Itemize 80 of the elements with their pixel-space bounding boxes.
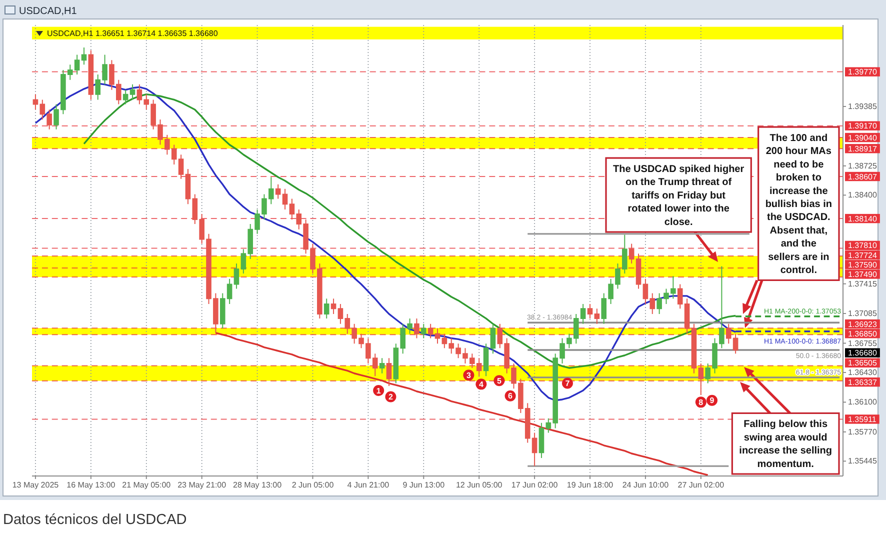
annotation: 1 — [376, 386, 382, 396]
candlestick — [691, 323, 697, 374]
chart-title: USDCAD,H1 — [19, 6, 78, 17]
candlestick — [130, 84, 136, 100]
y-tick-label: 1.35445 — [848, 456, 878, 466]
x-tick-label: 12 Jun 05:00 — [456, 480, 503, 490]
candlestick — [594, 308, 600, 324]
text: The 100 and 200 hour MAs need to be broken to increase the bullish bias in the USDCAD. Absent that, and the sellers are in control. — [765, 133, 832, 276]
candlestick — [490, 323, 496, 354]
ref-line-label: 1.37810 — [848, 241, 878, 250]
annotation: 2 — [388, 392, 394, 402]
ref-line-label: 1.39770 — [848, 68, 878, 77]
annotation: The USDCAD spiked higher on the Trump threat of tariffs on Friday but rotated lower into the close. — [613, 164, 744, 228]
text: Datos técnicos del USDCAD — [3, 512, 187, 528]
y-tick-label: 1.36100 — [848, 398, 878, 407]
x-tick-label: 23 May 21:00 — [178, 480, 227, 490]
candlestick — [483, 343, 489, 377]
candlestick — [234, 263, 240, 290]
annotation: 8 — [698, 398, 704, 407]
annotation: 3 — [466, 370, 472, 380]
candlestick — [428, 323, 434, 339]
x-tick-label: 9 Jun 13:00 — [402, 480, 446, 490]
candlestick — [628, 243, 634, 264]
x-tick-label: 16 May 13:00 — [66, 480, 116, 490]
annotation: 7 — [565, 379, 570, 388]
y-tick-label: 1.37415 — [848, 279, 878, 288]
candlestick — [538, 422, 544, 458]
y-tick-label: 1.36430 — [848, 368, 878, 378]
x-tick-label: 28 May 13:00 — [233, 480, 282, 490]
candlestick — [379, 358, 385, 374]
ref-line-label: 1.38607 — [848, 172, 878, 182]
candlestick — [81, 47, 87, 66]
y-tick-label: 1.35770 — [848, 427, 878, 436]
candlestick — [88, 50, 94, 100]
candlestick — [636, 253, 642, 290]
x-tick-label: 2 Jun 05:00 — [292, 480, 334, 490]
annotation: 5 — [496, 376, 502, 386]
candlestick — [434, 328, 440, 344]
annotation: 6 — [508, 392, 514, 401]
ref-line-label: 1.37724 — [848, 250, 878, 260]
candlestick — [698, 362, 704, 396]
y-tick-label: 1.39385 — [848, 102, 878, 112]
candlestick — [386, 358, 392, 386]
candlestick — [178, 154, 184, 180]
x-tick-label: 19 Jun 18:00 — [566, 480, 614, 490]
candlestick — [282, 188, 288, 210]
line-series — [214, 332, 709, 476]
x-tick-label: 27 Jun 02:00 — [678, 480, 725, 490]
ref-line-label: 1.36850 — [848, 329, 878, 338]
ref-line-label: 1.39170 — [848, 122, 878, 131]
ref-line-label: 1.39040 — [848, 133, 878, 142]
annotation: 9 — [710, 396, 715, 406]
ref-line-label: 1.37490 — [848, 270, 878, 280]
ref-line-label: 1.36923 — [848, 320, 878, 329]
ref-line-label: 1.38917 — [848, 144, 878, 154]
y-tick-label: 1.38725 — [848, 161, 878, 170]
ref-line-label: 1.35911 — [848, 414, 877, 424]
annotation: 4 — [478, 380, 484, 389]
x-tick-label: 4 Jun 21:00 — [347, 480, 390, 490]
candlestick — [324, 298, 330, 319]
ref-line-label: 1.36505 — [848, 358, 878, 368]
candlestick — [414, 318, 420, 339]
candlestick — [275, 184, 281, 200]
ref-line-label: 1.36337 — [848, 378, 878, 387]
annotation: Falling below this swing area would increase the selling momentum. — [739, 419, 832, 470]
ref-line-label: 1.37590 — [848, 260, 878, 270]
x-tick-label: 21 May 05:00 — [122, 480, 172, 490]
candlestick — [420, 323, 426, 339]
x-tick-label: 17 Jun 02:00 — [511, 480, 558, 490]
ref-line-label: 1.38140 — [848, 214, 878, 224]
x-tick-label: 24 Jun 10:00 — [622, 480, 670, 490]
y-tick-label: 1.37085 — [848, 309, 878, 318]
candlestick — [587, 304, 593, 319]
candlestick — [122, 89, 128, 105]
y-tick-label: 1.36755 — [848, 338, 878, 348]
candlestick — [330, 298, 336, 314]
x-tick-label: 13 May 2025 — [12, 480, 60, 490]
text: 1.36680 — [848, 348, 878, 358]
text: USDCAD,H1 1.36651 1.36714 1.36635 1.36680 — [47, 29, 218, 38]
y-tick-label: 1.38400 — [848, 190, 878, 200]
